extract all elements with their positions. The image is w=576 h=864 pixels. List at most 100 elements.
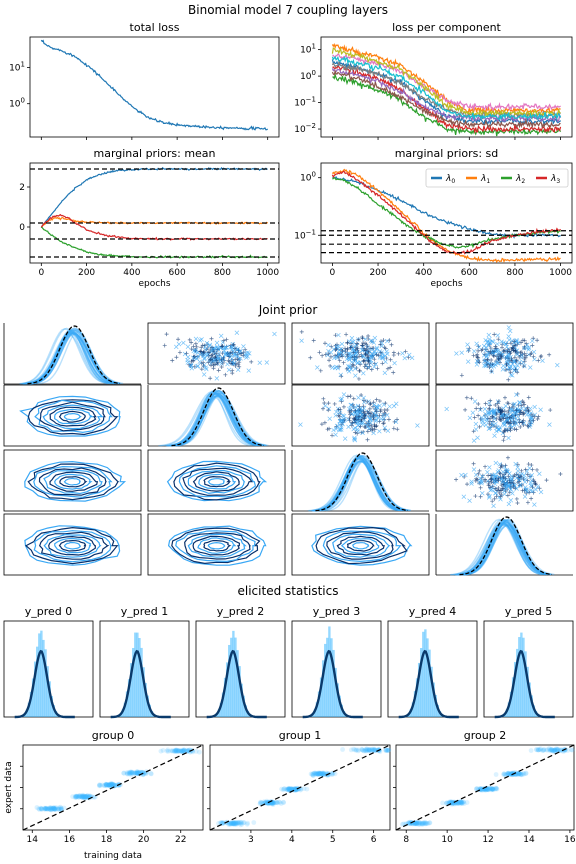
scatter-point [505,455,510,460]
scatter-point [488,786,494,791]
mean-line-0 [40,166,268,229]
scatter-point [352,747,358,753]
density-curve [454,522,547,576]
scatter-point [102,783,108,788]
scatter-point [72,794,78,799]
hist-bar [415,678,419,717]
scatter-point [368,402,373,407]
scatter-point [493,785,499,791]
scatter-point [414,820,420,825]
scatter-point [308,771,314,777]
scatter-point [356,395,361,400]
scatter-point [34,805,40,810]
scatter-point [489,787,495,792]
x-tick-label: 12 [482,835,493,845]
scatter-point [180,749,186,755]
scatter-point [471,438,477,443]
scatter-point [486,473,491,478]
scatter-point [514,408,519,413]
density-curve [172,392,266,447]
scatter-point [218,333,224,339]
scatter-point [340,747,345,752]
scatter-point [483,401,488,406]
density-curve [166,392,261,447]
scatter-point [211,366,216,371]
scatter-point [269,801,275,806]
scatter-point [384,412,390,418]
density-curve [23,329,119,385]
scatter-point [475,352,480,357]
scatter-point [483,411,488,417]
figure-title: Binomial model 7 coupling layers [188,3,388,17]
scatter-point [459,472,464,478]
sd-line-2 [332,176,561,249]
scatter-point [415,423,420,428]
scatter-point [232,821,237,826]
density-curve [169,392,259,447]
scatter-point [361,398,366,403]
scatter-point [367,748,373,753]
joint-prior-grid [3,322,574,576]
scatter-point [506,325,512,330]
scatter-point [377,398,382,403]
scatter-point [207,342,213,348]
scatter-point [528,365,533,370]
scatter-point [507,405,512,410]
scatter-point [427,820,432,826]
kde-contour [54,537,92,554]
scatter-point [531,354,536,359]
scatter-point [517,771,523,777]
scatter-point [551,749,557,754]
scatter-point [292,787,298,793]
scatter-point [224,337,229,342]
scatter-point [494,494,499,499]
scatter-point [463,407,468,412]
kde-contour [54,473,93,490]
scatter-point [498,476,504,481]
scatter-point [530,338,535,344]
scatter-point [189,340,194,345]
scatter-point [106,782,112,788]
scatter-point [180,748,186,754]
scatter-point [504,481,509,487]
hist-bar [332,649,335,717]
scatter-point [532,502,537,507]
scatter-point [504,467,510,473]
scatter-point [371,748,376,753]
scatter-point [321,770,327,776]
scatter-point [500,345,505,350]
scatter-point [454,351,459,356]
scatter-point [506,770,511,776]
scatter-point [287,787,293,792]
scatter-point [371,746,377,752]
y-pred-panel: y_pred 4 [387,605,478,719]
scatter-point [280,787,286,793]
scatter-point [532,404,537,410]
total-loss-series [40,39,269,131]
scatter-point [517,359,522,365]
scatter-point [270,801,275,806]
scatter-point [414,821,420,826]
scatter-point [76,794,81,800]
scatter-point [503,772,509,778]
x-tick-label: 8 [403,835,409,845]
y-pred-title: y_pred 1 [121,605,169,618]
scatter-point [554,747,559,752]
scatter-point [514,427,519,432]
scatter-point [124,770,130,775]
x-tick-label: 200 [78,268,95,278]
density-curve [27,327,119,385]
scatter-point [489,786,495,792]
scatter-point [382,427,387,432]
scatter-point [77,793,83,799]
scatter-point [507,328,513,334]
legend-label: λ2 [515,174,525,185]
scatter-point [474,786,480,791]
scatter-point [500,469,506,475]
scatter-point [369,747,375,753]
scatter-point [523,406,528,411]
scatter-point [511,358,516,364]
density-curve [24,331,119,385]
scatter-point [51,806,57,812]
scatter-point [383,401,388,406]
